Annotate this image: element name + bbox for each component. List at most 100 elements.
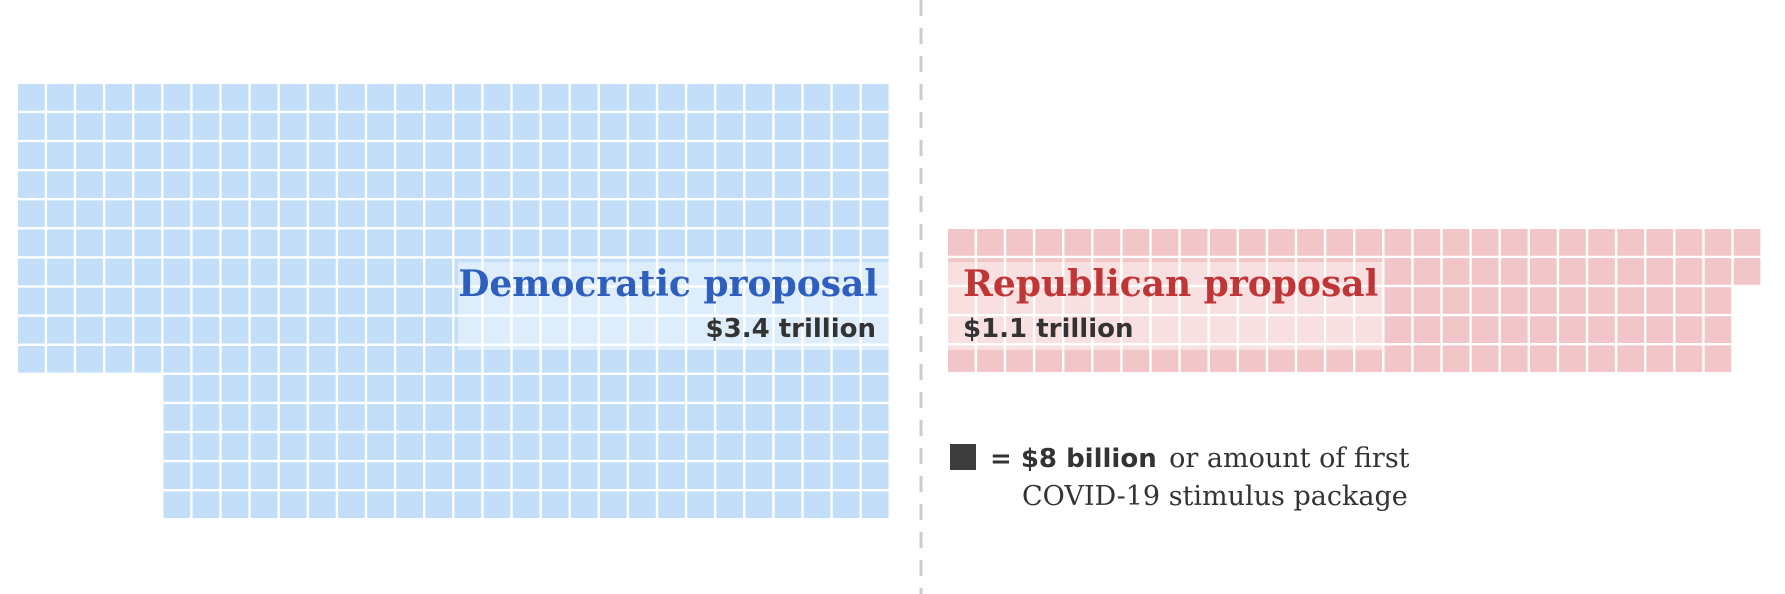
waffle-square	[1006, 229, 1033, 256]
waffle-square	[1180, 229, 1208, 256]
waffle-square	[163, 345, 191, 373]
waffle-square	[832, 433, 860, 460]
waffle-square	[221, 171, 249, 198]
waffle-square	[541, 258, 569, 286]
waffle-square	[1122, 287, 1150, 314]
waffle-square	[425, 171, 453, 198]
waffle-square	[803, 375, 831, 402]
waffle-square	[425, 287, 453, 315]
waffle-square	[861, 113, 889, 140]
waffle-square	[338, 84, 365, 111]
waffle-square	[163, 462, 191, 489]
waffle-square	[134, 345, 162, 373]
waffle-square	[105, 113, 132, 140]
waffle-square	[948, 345, 975, 373]
waffle-square	[454, 375, 482, 402]
waffle-square	[1413, 287, 1441, 314]
waffle-square	[1733, 229, 1761, 256]
waffle-square	[483, 491, 511, 519]
waffle-square	[367, 287, 394, 315]
waffle-square	[309, 462, 336, 489]
waffle-square	[745, 287, 773, 315]
waffle-square	[1559, 229, 1586, 256]
waffle-square	[221, 345, 249, 373]
waffle-square	[425, 404, 453, 431]
waffle-square	[192, 316, 220, 344]
waffle-square	[1500, 287, 1528, 314]
waffle-square	[483, 287, 511, 315]
waffle-square	[716, 462, 744, 489]
waffle-square	[745, 142, 773, 169]
waffle-square	[1559, 258, 1586, 285]
waffle-square	[163, 200, 191, 228]
waffle-square	[600, 287, 627, 315]
waffle-square	[221, 491, 249, 519]
waffle-square	[774, 84, 802, 111]
waffle-square	[1646, 229, 1674, 256]
waffle-square	[832, 491, 860, 519]
waffle-square	[163, 316, 191, 344]
waffle-square	[1035, 258, 1062, 285]
waffle-square	[1326, 345, 1353, 373]
waffle-square	[541, 345, 569, 373]
waffle-square	[1122, 345, 1150, 373]
waffle-square	[309, 113, 336, 140]
waffle-square	[716, 200, 744, 228]
waffle-square	[1559, 345, 1586, 373]
waffle-square	[861, 491, 889, 519]
waffle-square	[1559, 316, 1586, 343]
waffle-square	[47, 287, 74, 315]
waffle-square	[309, 491, 336, 519]
waffle-square	[192, 404, 220, 431]
waffle-square	[250, 316, 278, 344]
waffle-square	[1239, 345, 1266, 373]
waffle-square	[745, 113, 773, 140]
waffle-square	[600, 84, 627, 111]
waffle-square	[309, 287, 336, 315]
waffle-square	[279, 287, 307, 315]
waffle-square	[1064, 287, 1092, 314]
waffle-square	[1151, 229, 1179, 256]
waffle-square	[309, 84, 336, 111]
waffle-square	[279, 316, 307, 344]
waffle-square	[977, 316, 1004, 343]
waffle-square	[1471, 316, 1499, 343]
waffle-square	[1413, 258, 1441, 285]
waffle-square	[221, 404, 249, 431]
waffle-square	[1413, 345, 1441, 373]
waffle-square	[279, 113, 307, 140]
waffle-square	[425, 316, 453, 344]
waffle-square	[1646, 316, 1674, 343]
waffle-square	[309, 229, 336, 257]
waffle-square	[803, 113, 831, 140]
waffle-square	[47, 84, 74, 111]
waffle-square	[338, 229, 365, 257]
waffle-square	[279, 84, 307, 111]
waffle-square	[658, 433, 685, 460]
waffle-square	[570, 375, 598, 402]
waffle-square	[658, 404, 685, 431]
waffle-square	[163, 229, 191, 257]
waffle-square	[1180, 258, 1208, 285]
waffle-square	[716, 404, 744, 431]
waffle-square	[541, 433, 569, 460]
waffle-square	[105, 287, 132, 315]
waffle-square	[1704, 287, 1732, 314]
waffle-square	[483, 200, 511, 228]
waffle-square	[1239, 258, 1266, 285]
republican-label-amount: $1.1 trillion	[963, 314, 1133, 344]
waffle-square	[1326, 229, 1353, 256]
waffle-square	[774, 287, 802, 315]
waffle-square	[338, 258, 365, 286]
waffle-square	[832, 113, 860, 140]
waffle-square	[716, 433, 744, 460]
waffle-square	[396, 462, 423, 489]
waffle-square	[803, 404, 831, 431]
waffle-square	[774, 142, 802, 169]
waffle-square	[1209, 316, 1237, 343]
waffle-square	[1675, 229, 1703, 256]
waffle-square	[454, 345, 482, 373]
waffle-square	[454, 258, 482, 286]
waffle-square	[1559, 287, 1586, 314]
waffle-square	[1588, 345, 1615, 373]
